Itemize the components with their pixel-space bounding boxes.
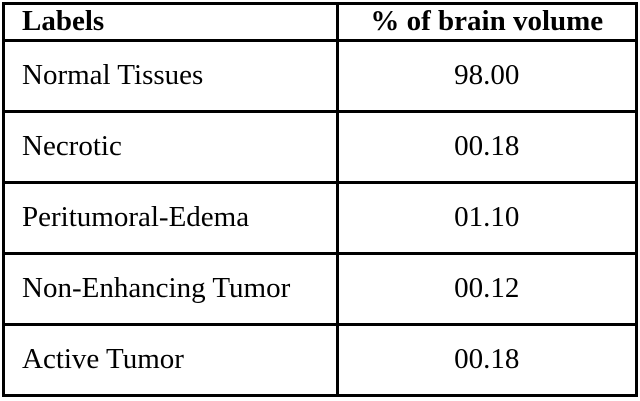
row-label-active-tumor: Active Tumor xyxy=(2,322,339,398)
table-row: Non-Enhancing Tumor 00.12 xyxy=(2,251,639,326)
row-value-peritumoral-edema: 01.10 xyxy=(335,180,639,255)
row-value-non-enhancing-tumor: 00.12 xyxy=(335,251,639,326)
row-label-peritumoral-edema: Peritumoral-Edema xyxy=(2,180,339,255)
table-row: Peritumoral-Edema 01.10 xyxy=(2,180,639,255)
column-header-brain-volume: % of brain volume xyxy=(335,2,639,42)
header-row: Labels % of brain volume xyxy=(2,2,639,42)
row-label-normal-tissues: Normal Tissues xyxy=(2,38,339,113)
row-value-active-tumor: 00.18 xyxy=(335,322,639,398)
row-label-non-enhancing-tumor: Non-Enhancing Tumor xyxy=(2,251,339,326)
row-value-necrotic: 00.18 xyxy=(335,109,639,184)
table-row: Necrotic 00.18 xyxy=(2,109,639,184)
row-label-necrotic: Necrotic xyxy=(2,109,339,184)
table-row: Normal Tissues 98.00 xyxy=(2,38,639,113)
table-row: Active Tumor 00.18 xyxy=(2,322,639,398)
column-header-labels: Labels xyxy=(2,2,339,42)
row-value-normal-tissues: 98.00 xyxy=(335,38,639,113)
